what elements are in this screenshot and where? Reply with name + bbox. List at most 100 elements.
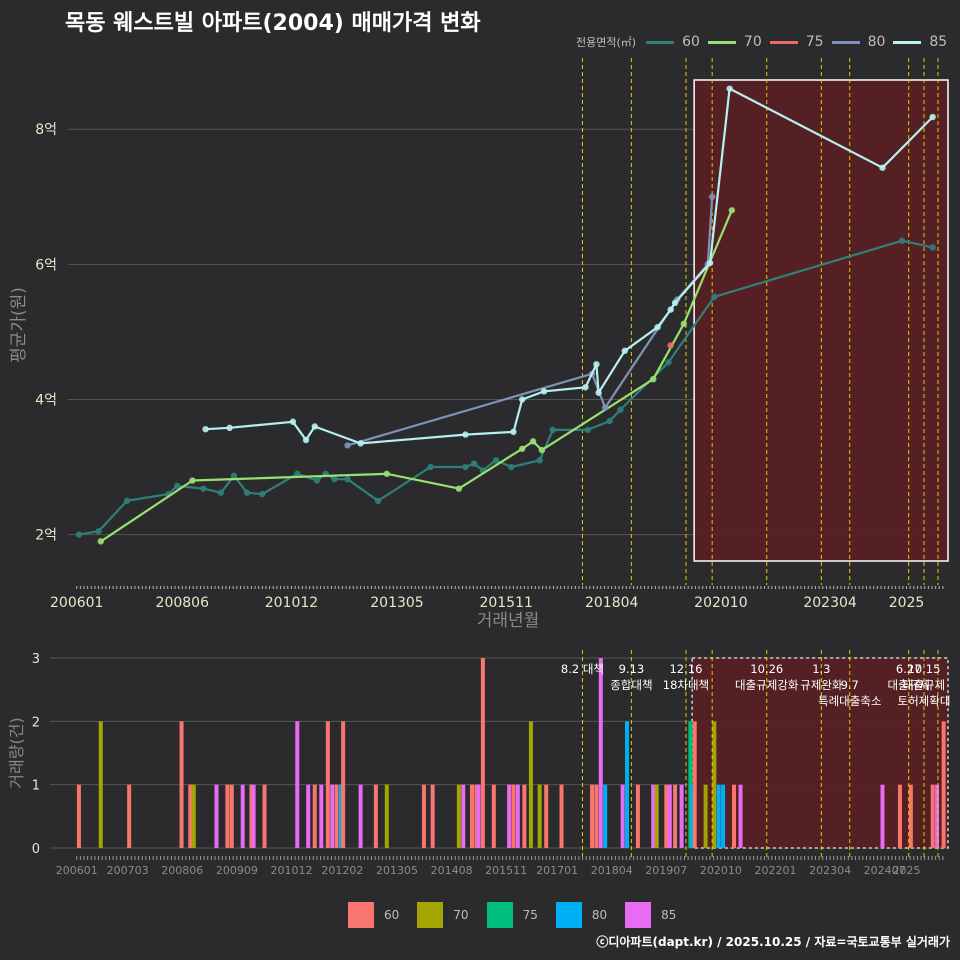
policy-annotation: 9.7: [841, 678, 859, 692]
data-point-60: [898, 237, 906, 244]
y-axis-title: 평균가(원): [9, 287, 29, 363]
data-point-60: [217, 489, 225, 496]
bar-85: [214, 784, 219, 848]
legend-line-60: [646, 40, 675, 44]
policy-annotation: 토허제확대: [898, 694, 951, 708]
legend-swatch-80: [555, 902, 582, 928]
data-point-85: [593, 361, 600, 368]
legend-bar-item-85: 85: [625, 902, 676, 928]
data-point-80: [708, 193, 716, 200]
bar-70: [384, 784, 389, 848]
source-credit: ⓒ디아파트(dapt.kr) / 2025.10.25 / 자료=국토교통부 실…: [596, 935, 950, 949]
x-tick-label: 200601: [50, 595, 103, 611]
y-axis-title-bottom: 거래량(건): [7, 717, 26, 788]
bar-60: [522, 784, 527, 848]
data-point-70: [455, 485, 463, 492]
data-point-85: [510, 428, 517, 436]
legend-bar-label-60: 60: [384, 908, 400, 922]
bar-60: [229, 784, 234, 848]
data-point-85: [540, 388, 548, 395]
bar-60: [469, 784, 474, 848]
policy-annotation: 18차대책: [663, 678, 709, 692]
bar-70: [456, 784, 461, 848]
series-line-70: [100, 209, 733, 543]
y-tick-label-bottom: 3: [32, 652, 40, 667]
legend-swatch-60: [348, 902, 374, 928]
legend-label-75: 75: [805, 34, 824, 50]
bar-85: [515, 784, 520, 848]
bar-60: [421, 784, 426, 848]
legend-item-60: 60: [646, 34, 700, 50]
bar-70: [537, 784, 542, 848]
bar-85: [240, 784, 245, 848]
bar-85: [476, 784, 481, 848]
policy-annotation: 8.2 대책: [561, 662, 604, 676]
legend-bar-item-70: 70: [417, 902, 469, 928]
policy-annotation: 종합대책: [610, 678, 652, 692]
y-tick-label-bottom: 1: [32, 779, 40, 794]
policy-annotation: 대출규제강화: [735, 678, 799, 692]
data-point-70: [518, 445, 526, 452]
x-tick-label: 201511: [479, 595, 532, 611]
bar-70: [712, 721, 717, 848]
data-point-85: [667, 306, 674, 313]
data-point-70: [650, 375, 657, 383]
bar-60: [692, 721, 697, 848]
legend-item-75: 75: [769, 34, 824, 50]
x-tick-label-bottom: 200909: [216, 864, 258, 877]
legend-bar-label-85: 85: [661, 908, 677, 922]
data-point-60: [313, 477, 321, 484]
data-point-85: [726, 85, 733, 92]
data-point-85: [929, 113, 936, 121]
bar-80: [716, 784, 721, 848]
legend-swatch-75: [486, 902, 513, 928]
bar-70: [528, 721, 533, 848]
bar-60: [76, 784, 81, 848]
legend-top: 전용면적(㎡) 60 70 75 80 85: [576, 32, 955, 52]
data-point-70: [97, 538, 104, 545]
data-point-85: [621, 347, 629, 355]
bar-60: [325, 721, 330, 848]
policy-annotation: 10.26: [750, 662, 783, 676]
data-point-75: [667, 342, 674, 349]
data-point-85: [311, 423, 318, 430]
data-point-70: [383, 470, 391, 477]
data-point-60: [929, 244, 936, 251]
legend-label-80: 80: [867, 34, 886, 50]
chart-title: 목동 웨스트빌 아파트(2004) 매매가격 변화: [65, 11, 481, 36]
bar-60: [930, 784, 935, 848]
x-tick-label: 200806: [156, 595, 210, 611]
bar-60: [941, 721, 946, 848]
data-point-85: [226, 424, 233, 432]
legend-line-75: [769, 40, 798, 44]
bar-85: [598, 658, 603, 848]
data-point-70: [189, 477, 196, 484]
policy-annotation: 대출규제: [888, 678, 930, 692]
bar-60: [559, 784, 564, 848]
bar-70: [703, 784, 708, 848]
bar-85: [295, 721, 300, 848]
data-point-60: [665, 359, 672, 366]
bar-60: [590, 784, 595, 848]
x-tick-label: 201012: [265, 595, 318, 611]
data-point-60: [508, 463, 515, 471]
legend-item-70: 70: [707, 34, 762, 50]
data-point-60: [427, 463, 434, 471]
y-tick-label: 2억: [35, 528, 57, 544]
data-point-60: [711, 293, 718, 300]
data-point-60: [173, 482, 181, 490]
policy-annotation: 특례대출축소: [818, 694, 881, 708]
bar-85: [306, 784, 311, 848]
x-tick-label-bottom: 200601: [56, 864, 98, 877]
legend-bar-item-75: 75: [486, 902, 538, 928]
bar-60: [664, 784, 669, 848]
bar-85: [880, 784, 885, 848]
legend-line-80: [831, 40, 860, 44]
bar-70: [98, 721, 103, 848]
x-axis-title: 거래년월: [477, 611, 540, 631]
bar-60: [373, 784, 378, 848]
data-point-60: [200, 485, 207, 492]
bar-60: [544, 784, 549, 848]
bar-60: [225, 784, 230, 848]
